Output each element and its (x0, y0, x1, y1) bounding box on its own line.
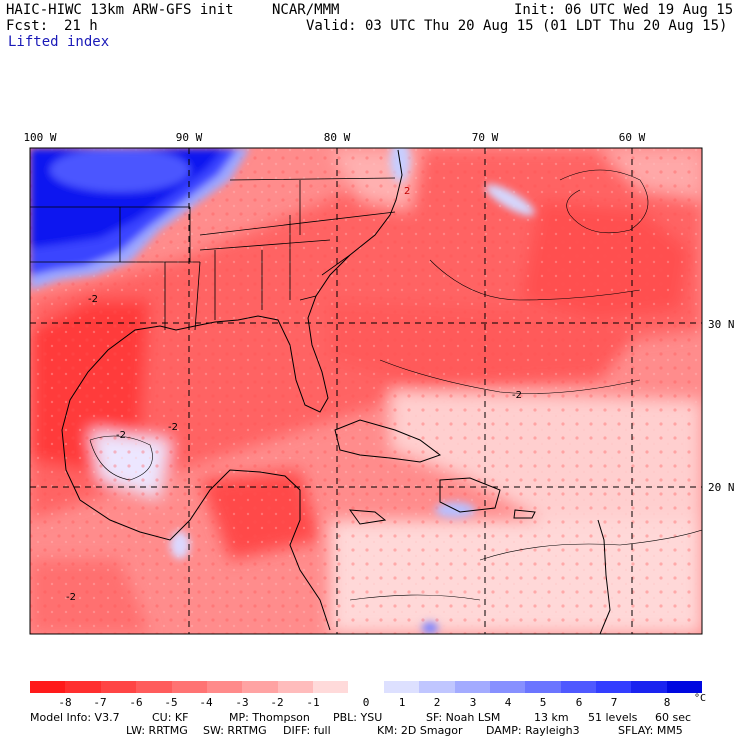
colorbar-tick-label: -5 (164, 696, 178, 709)
colorbar-swatch (313, 681, 349, 693)
org-label: NCAR/MMM (272, 2, 340, 18)
surface-scheme: SF: Noah LSM (426, 711, 501, 724)
colorbar-tick-label: -3 (235, 696, 249, 709)
colorbar-swatch (277, 681, 313, 693)
pbl-scheme: PBL: YSU (333, 711, 383, 724)
colorbar-tick-label: 3 (469, 696, 477, 709)
microphysics-scheme: MP: Thompson (229, 711, 310, 724)
colorbar-tick-label: -4 (199, 696, 213, 709)
model-title: HAIC-HIWC 13km ARW-GFS init (6, 2, 234, 18)
colorbar-tick-label: -8 (58, 696, 72, 709)
contour-label: -2 (512, 390, 522, 401)
cumulus-scheme: CU: KF (152, 711, 189, 724)
colorbar-tick-label: -1 (306, 696, 320, 709)
colorbar-tick-label: 1 (398, 696, 406, 709)
contour-label-group: -2 -2 -2 -2 -2 2 (66, 186, 522, 603)
colorbar-swatch (206, 681, 243, 693)
colorbar-swatch (136, 681, 172, 693)
colorbar-swatch (525, 681, 561, 693)
grid-lines (30, 148, 702, 634)
contour-label: -2 (116, 430, 126, 441)
contour-label: -2 (168, 422, 178, 433)
contour-lines (89, 169, 702, 601)
init-time: Init: 06 UTC Wed 19 Aug 15 (514, 2, 734, 18)
contour-label: -2 (88, 294, 98, 305)
contour-label: -2 (66, 592, 76, 603)
field-name: Lifted index (8, 34, 110, 50)
colorbar-tick-label: 0 (362, 696, 370, 709)
colorbar-swatch (454, 681, 490, 693)
stable-air-region (30, 148, 535, 634)
longwave-scheme: LW: RRTMG (126, 724, 188, 737)
resolution: 13 km (534, 711, 569, 724)
model-info: Model Info: V3.7 (30, 711, 120, 724)
colorbar-swatch (419, 681, 455, 693)
levels: 51 levels (588, 711, 638, 724)
surface-layer-option: SFLAY: MM5 (618, 724, 683, 737)
colorbar-swatch (30, 681, 66, 693)
colorbar-tick-label: -7 (93, 696, 107, 709)
lon-label-90w: 90 W (175, 131, 203, 144)
diffusion-option: DIFF: full (283, 724, 331, 737)
contour-label: 2 (404, 186, 410, 197)
damping-option: DAMP: Rayleigh3 (486, 724, 580, 737)
lat-label-30n: 30 N (708, 318, 735, 331)
colorbar-swatch (489, 681, 526, 693)
colorbar-tick-label: 8 (663, 696, 671, 709)
lat-label-20n: 20 N (708, 481, 735, 494)
state-borders (30, 177, 396, 331)
colorbar-tick-label: 6 (575, 696, 583, 709)
colorbar-swatch (560, 681, 596, 693)
colorbar-swatch (171, 681, 207, 693)
forecast-hour: 21 h (64, 18, 98, 34)
lon-label-80w: 80 W (323, 131, 351, 144)
colorbar-tick-label: 2 (433, 696, 441, 709)
km-option: KM: 2D Smagor (377, 724, 463, 737)
colorbar-swatch (631, 681, 667, 693)
timestep: 60 sec (655, 711, 692, 724)
valid-time: Valid: 03 UTC Thu 20 Aug 15 (01 LDT Thu … (306, 18, 728, 34)
lon-label-60w: 60 W (618, 131, 646, 144)
lon-label-100w: 100 W (23, 131, 57, 144)
shortwave-scheme: SW: RRTMG (203, 724, 267, 737)
lon-label-70w: 70 W (471, 131, 499, 144)
map-frame (29, 147, 703, 635)
colorbar-tick-label: 5 (539, 696, 547, 709)
colorbar-swatch (596, 681, 632, 693)
colorbar-tick-label: -6 (129, 696, 143, 709)
colorbar-tick-label: -2 (270, 696, 284, 709)
map-field (30, 148, 702, 634)
colorbar-swatch (666, 681, 703, 693)
coastlines (61, 149, 611, 634)
colorbar-swatch (65, 681, 101, 693)
colorbar-swatch (383, 681, 420, 693)
colorbar-tick-label: 4 (504, 696, 512, 709)
color-bar (30, 681, 703, 693)
forecast-label: Fcst: (6, 18, 49, 34)
colorbar-tick-label: 7 (610, 696, 618, 709)
colorbar-swatch (348, 681, 384, 693)
colorbar-unit: °C (694, 693, 707, 704)
colorbar-swatch (100, 681, 137, 693)
colorbar-swatch (242, 681, 278, 693)
